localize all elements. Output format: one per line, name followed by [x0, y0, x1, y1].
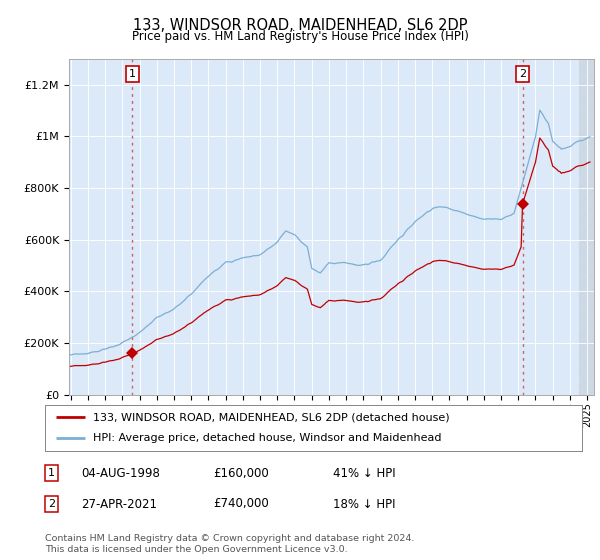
Text: Price paid vs. HM Land Registry's House Price Index (HPI): Price paid vs. HM Land Registry's House … — [131, 30, 469, 43]
Text: 133, WINDSOR ROAD, MAIDENHEAD, SL6 2DP (detached house): 133, WINDSOR ROAD, MAIDENHEAD, SL6 2DP (… — [94, 412, 450, 422]
Text: 1: 1 — [129, 69, 136, 79]
Text: £160,000: £160,000 — [213, 466, 269, 480]
Text: 27-APR-2021: 27-APR-2021 — [81, 497, 157, 511]
Text: 2: 2 — [519, 69, 526, 79]
Text: 41% ↓ HPI: 41% ↓ HPI — [333, 466, 395, 480]
Text: Contains HM Land Registry data © Crown copyright and database right 2024.
This d: Contains HM Land Registry data © Crown c… — [45, 534, 415, 554]
Text: 04-AUG-1998: 04-AUG-1998 — [81, 466, 160, 480]
Text: 18% ↓ HPI: 18% ↓ HPI — [333, 497, 395, 511]
Text: HPI: Average price, detached house, Windsor and Maidenhead: HPI: Average price, detached house, Wind… — [94, 433, 442, 444]
Text: 2: 2 — [48, 499, 55, 509]
Text: £740,000: £740,000 — [213, 497, 269, 511]
Text: 133, WINDSOR ROAD, MAIDENHEAD, SL6 2DP: 133, WINDSOR ROAD, MAIDENHEAD, SL6 2DP — [133, 18, 467, 33]
Text: 1: 1 — [48, 468, 55, 478]
